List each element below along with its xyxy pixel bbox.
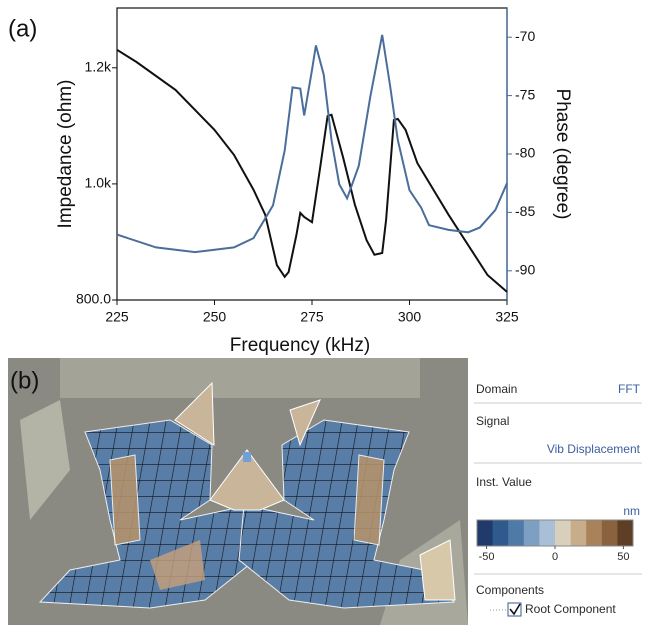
properties-panel: Domain FFT Signal Vib Displacement Inst.… (468, 358, 645, 625)
x-tick-label: 250 (203, 309, 227, 325)
y-axis-title: Impedance (ohm) (55, 80, 76, 229)
panel-label: (a) (8, 15, 37, 42)
mesh-strip (354, 455, 384, 545)
signal-label: Signal (476, 414, 509, 428)
domain-value[interactable]: FFT (618, 382, 641, 396)
colorbar-segment (539, 520, 555, 546)
colorbar-segment (586, 520, 602, 546)
colorbar-segment (617, 520, 633, 546)
panel-label: (b) (10, 367, 39, 394)
figure: (a) 225 250 275 300 325 800.0 1.0k 1.2k -70 -75 -8… (0, 0, 645, 625)
colorbar-segment (493, 520, 509, 546)
colorbar-tick-label: -50 (479, 551, 495, 563)
colorbar-tick-label: 50 (617, 551, 629, 563)
x-tick-label: 225 (105, 309, 129, 325)
mesh-marker (243, 452, 251, 462)
colorbar-tick-label: 0 (552, 551, 558, 563)
y2-tick-label: -90 (515, 262, 535, 278)
domain-label: Domain (476, 382, 517, 396)
x-tick-label: 325 (495, 309, 519, 325)
plot-area: 225 250 275 300 325 800.0 1.0k 1.2k -70 -75 -80 -85… (76, 8, 535, 325)
image-region (60, 358, 420, 398)
y2-tick-label: -75 (515, 86, 535, 102)
colorbar-segment (555, 520, 571, 546)
colorbar-segment (477, 520, 493, 546)
y2-tick-label: -80 (515, 145, 535, 161)
series-line (117, 50, 507, 292)
components-label: Components (476, 583, 544, 597)
plot-frame (117, 8, 507, 300)
colorbar-segment (508, 520, 524, 546)
y-tick-label: 800.0 (76, 291, 111, 307)
y2-axis-title: Phase (degree) (552, 89, 573, 220)
mesh-strip (110, 455, 140, 545)
x-tick-label: 275 (300, 309, 324, 325)
y-tick-label: 1.0k (85, 175, 112, 191)
y2-tick-label: -85 (515, 203, 535, 219)
inst-label: Inst. Value (476, 475, 532, 489)
y-tick-label: 1.2k (85, 58, 112, 74)
unit: nm (623, 504, 640, 518)
y2-tick-label: -70 (515, 28, 535, 44)
colorbar-segment (524, 520, 540, 546)
panel-b-image (8, 358, 468, 625)
x-axis-title: Frequency (kHz) (230, 335, 370, 356)
root-component[interactable]: Root Component (525, 602, 616, 616)
signal-value[interactable]: Vib Displacement (547, 442, 641, 456)
colorbar-segment (571, 520, 587, 546)
x-tick-label: 300 (398, 309, 422, 325)
colorbar-segment (602, 520, 618, 546)
